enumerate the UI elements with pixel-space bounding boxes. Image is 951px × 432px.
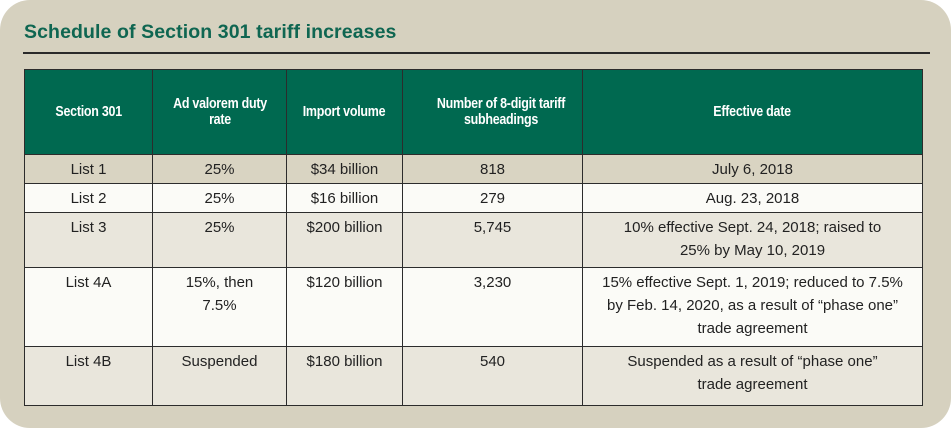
cell-volume: $200 billion [286, 212, 403, 268]
cell-list: List 2 [24, 183, 153, 213]
header-duty-rate: Ad valorem duty rate [152, 69, 287, 155]
cell-subheadings: 5,745 [402, 212, 583, 268]
cell-effective-date: Suspended as a result of “phase one” tra… [582, 346, 923, 406]
cell-subheadings: 818 [402, 154, 583, 184]
table-header-row: Section 301 Ad valorem duty rate Import … [24, 69, 923, 155]
cell-volume: $120 billion [286, 267, 403, 347]
cell-rate: Suspended [152, 346, 287, 406]
cell-list: List 4A [24, 267, 153, 347]
table-row: List 1 25% $34 billion 818 July 6, 2018 [24, 154, 923, 184]
table-title: Schedule of Section 301 tariff increases [24, 21, 397, 43]
cell-rate: 15%, then 7.5% [152, 267, 287, 347]
tariff-schedule-table: Section 301 Ad valorem duty rate Import … [24, 69, 923, 406]
cell-effective-date: Aug. 23, 2018 [582, 183, 923, 213]
cell-list: List 1 [24, 154, 153, 184]
header-effective-date: Effective date [582, 69, 923, 155]
table-row: List 4A 15%, then 7.5% $120 billion 3,23… [24, 267, 923, 347]
table-row: List 2 25% $16 billion 279 Aug. 23, 2018 [24, 183, 923, 213]
title-divider [23, 52, 930, 54]
cell-effective-date: 15% effective Sept. 1, 2019; reduced to … [582, 267, 923, 347]
table-row: List 4B Suspended $180 billion 540 Suspe… [24, 346, 923, 406]
cell-subheadings: 540 [402, 346, 583, 406]
cell-rate: 25% [152, 212, 287, 268]
cell-effective-date: 10% effective Sept. 24, 2018; raised to … [582, 212, 923, 268]
cell-subheadings: 3,230 [402, 267, 583, 347]
cell-rate: 25% [152, 154, 287, 184]
header-import-volume: Import volume [286, 69, 403, 155]
cell-effective-date: July 6, 2018 [582, 154, 923, 184]
cell-subheadings: 279 [402, 183, 583, 213]
cell-rate: 25% [152, 183, 287, 213]
cell-volume: $180 billion [286, 346, 403, 406]
header-section-301: Section 301 [24, 69, 153, 155]
cell-volume: $34 billion [286, 154, 403, 184]
cell-list: List 4B [24, 346, 153, 406]
header-subheadings: Number of 8-digit tariff subheadings [402, 69, 583, 155]
table-row: List 3 25% $200 billion 5,745 10% effect… [24, 212, 923, 268]
cell-list: List 3 [24, 212, 153, 268]
cell-volume: $16 billion [286, 183, 403, 213]
